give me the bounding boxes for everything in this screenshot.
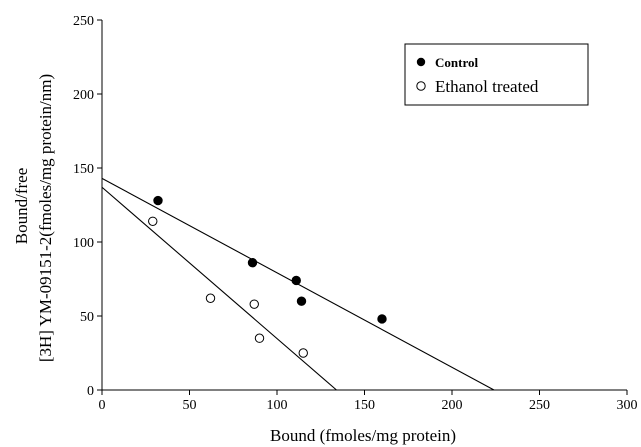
x-tick-label: 250 (529, 398, 550, 413)
x-tick-label: 300 (617, 398, 638, 413)
control-point (291, 275, 301, 286)
tick-labels: 0 50 100 150 200 250 300 0 50 100 150 200 250 (73, 14, 638, 413)
y-tick-label: 50 (80, 310, 94, 325)
y-axis-label-line-1: Bound/free (12, 168, 31, 244)
ethanol-treated-point (298, 348, 308, 358)
x-tick-label: 200 (442, 398, 463, 413)
legend: Control Ethanol treated (404, 43, 589, 106)
control-point (153, 195, 163, 206)
ethanol-treated-point (254, 333, 265, 343)
tick-marks (97, 19, 628, 395)
legend-label-control: Control (435, 55, 478, 70)
x-tick-label: 150 (354, 398, 375, 413)
y-tick-label: 150 (73, 162, 94, 177)
y-tick-label: 200 (73, 88, 94, 103)
y-tick-label: 0 (87, 384, 94, 399)
x-tick-label: 0 (99, 398, 106, 413)
x-axis-label: Bound (fmoles/mg protein) (270, 426, 456, 445)
ethanol-treated-point (148, 216, 158, 226)
control-point (377, 314, 387, 324)
legend-marker-control (416, 57, 426, 67)
fit-line-ethanol-treated (101, 186, 337, 391)
data-points (148, 195, 387, 358)
control-point (296, 296, 307, 306)
x-tick-label: 50 (183, 398, 197, 413)
y-tick-label: 250 (73, 14, 94, 29)
legend-label-ethanol: Ethanol treated (435, 77, 539, 96)
legend-box (404, 43, 589, 106)
ethanol-treated-point (205, 293, 216, 303)
control-point (247, 258, 258, 268)
ethanol-treated-point (249, 299, 259, 309)
y-axis-label-line-2: [3H] YM-09151-2(fmoles/mg protein/nm) (36, 74, 55, 362)
x-tick-label: 100 (267, 398, 288, 413)
legend-marker-ethanol (416, 81, 426, 91)
y-tick-label: 100 (73, 236, 94, 251)
